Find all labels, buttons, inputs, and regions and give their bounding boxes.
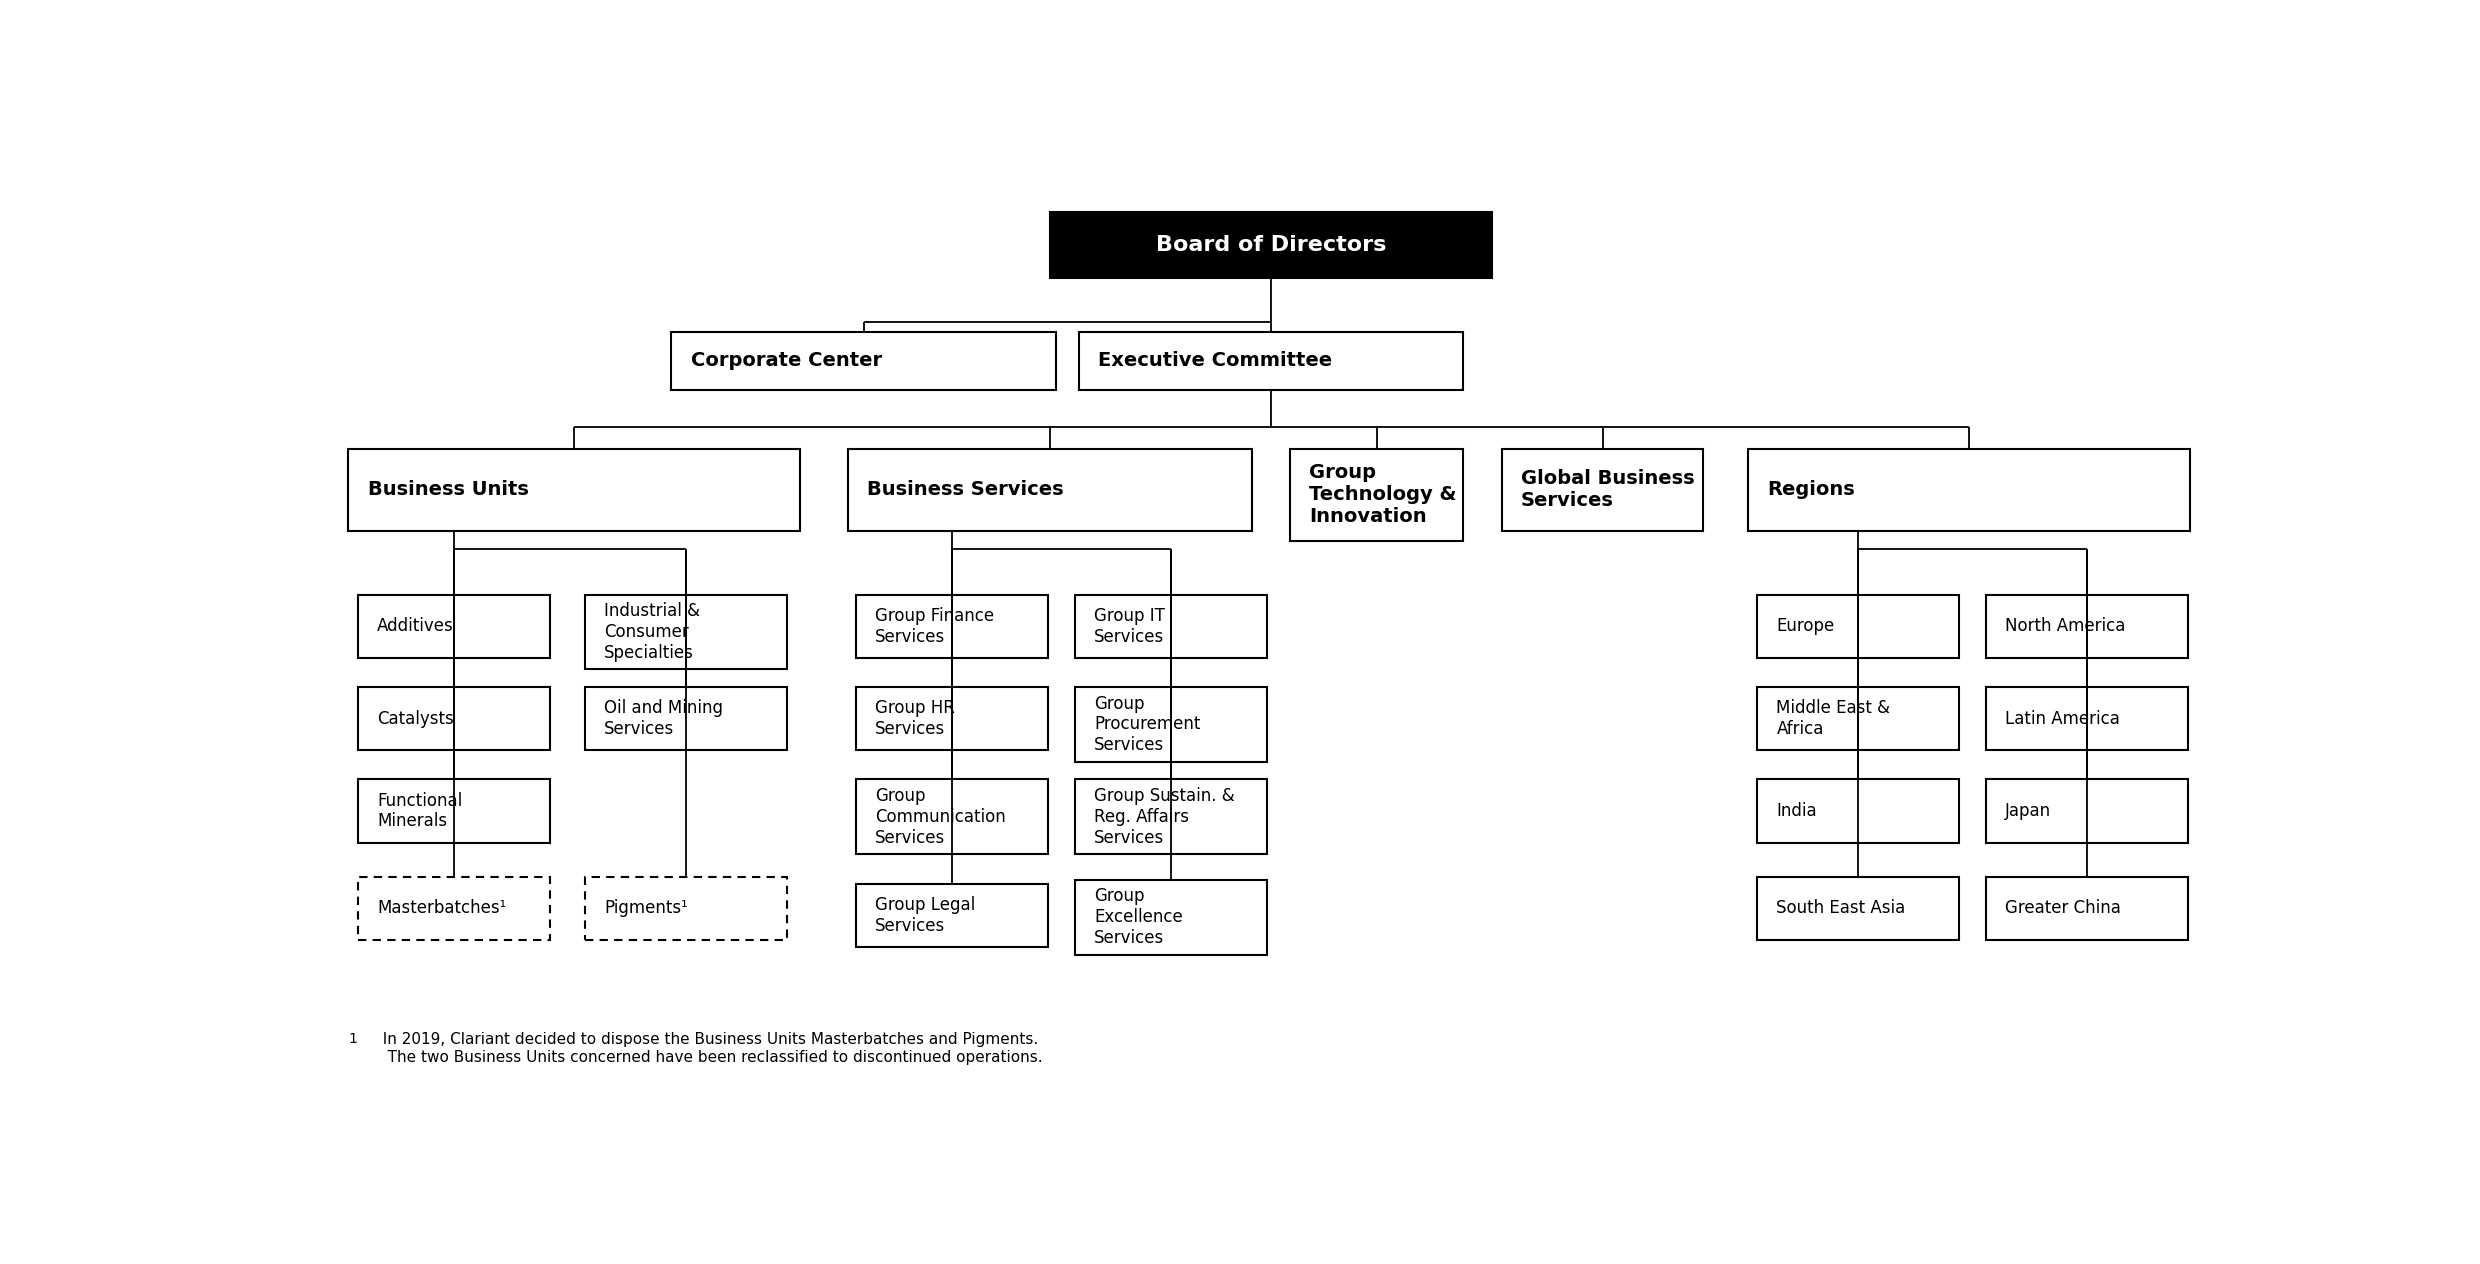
Text: Greater China: Greater China xyxy=(2006,900,2120,918)
FancyBboxPatch shape xyxy=(1049,212,1493,278)
Text: Latin America: Latin America xyxy=(2006,709,2120,728)
Text: Group Sustain. &
Reg. Affairs
Services: Group Sustain. & Reg. Affairs Services xyxy=(1094,787,1235,847)
FancyBboxPatch shape xyxy=(357,688,551,751)
Text: In 2019, Clariant decided to dispose the Business Units Masterbatches and Pigmen: In 2019, Clariant decided to dispose the… xyxy=(374,1033,1044,1064)
FancyBboxPatch shape xyxy=(357,594,551,657)
FancyBboxPatch shape xyxy=(1986,780,2187,843)
Text: Group Finance
Services: Group Finance Services xyxy=(875,607,994,646)
Text: Group
Excellence
Services: Group Excellence Services xyxy=(1094,887,1183,947)
FancyBboxPatch shape xyxy=(357,877,551,940)
Text: Regions: Regions xyxy=(1766,480,1855,499)
Text: 1: 1 xyxy=(347,1033,357,1047)
Text: Functional
Minerals: Functional Minerals xyxy=(377,791,461,830)
FancyBboxPatch shape xyxy=(1290,449,1463,541)
FancyBboxPatch shape xyxy=(848,449,1252,531)
FancyBboxPatch shape xyxy=(1986,688,2187,751)
Text: Group
Technology &
Innovation: Group Technology & Innovation xyxy=(1309,464,1456,526)
FancyBboxPatch shape xyxy=(672,331,1056,391)
Text: Oil and Mining
Services: Oil and Mining Services xyxy=(605,699,724,738)
FancyBboxPatch shape xyxy=(1758,780,1959,843)
FancyBboxPatch shape xyxy=(1986,877,2187,940)
Text: Middle East &
Africa: Middle East & Africa xyxy=(1776,699,1890,738)
FancyBboxPatch shape xyxy=(1074,780,1267,854)
FancyBboxPatch shape xyxy=(1503,449,1704,531)
FancyBboxPatch shape xyxy=(1074,880,1267,954)
Text: Catalysts: Catalysts xyxy=(377,709,454,728)
FancyBboxPatch shape xyxy=(856,594,1049,657)
Text: Europe: Europe xyxy=(1776,617,1835,635)
Text: Board of Directors: Board of Directors xyxy=(1156,235,1386,255)
FancyBboxPatch shape xyxy=(347,449,801,531)
Text: Corporate Center: Corporate Center xyxy=(689,351,883,370)
FancyBboxPatch shape xyxy=(585,877,786,940)
FancyBboxPatch shape xyxy=(1748,449,2190,531)
Text: Masterbatches¹: Masterbatches¹ xyxy=(377,900,506,918)
FancyBboxPatch shape xyxy=(357,780,551,843)
Text: Group
Communication
Services: Group Communication Services xyxy=(875,787,1007,847)
FancyBboxPatch shape xyxy=(1074,594,1267,657)
Text: Industrial &
Consumer
Specialties: Industrial & Consumer Specialties xyxy=(605,602,699,662)
FancyBboxPatch shape xyxy=(1758,688,1959,751)
Text: Business Services: Business Services xyxy=(868,480,1064,499)
FancyBboxPatch shape xyxy=(856,688,1049,751)
Text: Japan: Japan xyxy=(2006,803,2051,820)
FancyBboxPatch shape xyxy=(1986,594,2187,657)
Text: South East Asia: South East Asia xyxy=(1776,900,1905,918)
Text: Group Legal
Services: Group Legal Services xyxy=(875,896,975,934)
Text: Business Units: Business Units xyxy=(367,480,528,499)
Text: Additives: Additives xyxy=(377,617,454,635)
FancyBboxPatch shape xyxy=(585,594,786,670)
Text: Global Business
Services: Global Business Services xyxy=(1520,469,1694,511)
FancyBboxPatch shape xyxy=(1074,688,1267,762)
Text: Group
Procurement
Services: Group Procurement Services xyxy=(1094,695,1200,755)
FancyBboxPatch shape xyxy=(1079,331,1463,391)
Text: North America: North America xyxy=(2006,617,2125,635)
FancyBboxPatch shape xyxy=(856,884,1049,947)
Text: Group HR
Services: Group HR Services xyxy=(875,699,955,738)
Text: Pigments¹: Pigments¹ xyxy=(605,900,687,918)
FancyBboxPatch shape xyxy=(1758,594,1959,657)
Text: Group IT
Services: Group IT Services xyxy=(1094,607,1166,646)
Text: India: India xyxy=(1776,803,1818,820)
Text: Executive Committee: Executive Committee xyxy=(1099,351,1332,370)
FancyBboxPatch shape xyxy=(1758,877,1959,940)
FancyBboxPatch shape xyxy=(856,780,1049,854)
FancyBboxPatch shape xyxy=(585,688,786,751)
